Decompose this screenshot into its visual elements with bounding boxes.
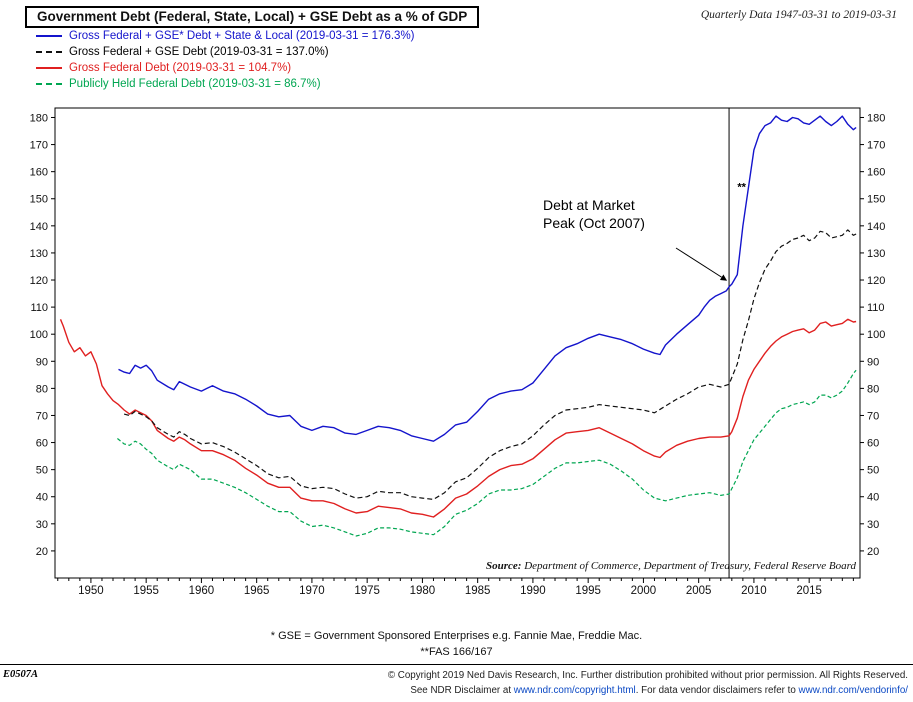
x-tick-label: 1975 — [354, 585, 380, 597]
x-tick-label: 1970 — [299, 585, 325, 597]
y-tick-label: 80 — [36, 383, 48, 395]
y-tick-label: 30 — [867, 519, 879, 531]
x-tick-label: 2005 — [686, 585, 712, 597]
y-tick-label: 30 — [36, 519, 48, 531]
y-tick-label: 150 — [30, 194, 48, 206]
x-tick-label: 2010 — [741, 585, 767, 597]
y-tick-label: 90 — [867, 356, 879, 368]
x-axis: 1950 1955 1960 1965 1970 1975 1980 1985 1990 1995… — [57, 578, 854, 597]
x-tick-label: 1985 — [465, 585, 491, 597]
legend-label: Gross Federal Debt (2019-03-31 = 104.7%) — [69, 62, 292, 74]
y-tick-label: 180 — [30, 112, 48, 124]
plot-border — [54, 107, 861, 579]
legend-item: Gross Federal + GSE Debt (2019-03-31 = 1… — [36, 44, 415, 60]
footnote-fas: **FAS 166/167 — [420, 646, 493, 658]
y-tick-label: 100 — [30, 329, 48, 341]
legend-label: Publicly Held Federal Debt (2019-03-31 =… — [69, 78, 321, 90]
footer: E0507A © Copyright 2019 Ned Davis Resear… — [0, 664, 913, 702]
y-tick-label: 180 — [867, 112, 885, 124]
copyright-link[interactable]: www.ndr.com/copyright.html — [513, 685, 636, 696]
x-tick-label: 1980 — [410, 585, 436, 597]
page-title: Government Debt (Federal, State, Local) … — [25, 6, 480, 28]
y-tick-label: 20 — [36, 546, 48, 558]
y-axis: 20 20 30 30 40 40 50 50 60 60 70 70 80 80 90 90 100 100 11… — [30, 112, 886, 557]
disclaimer-line: See NDR Disclaimer at www.ndr.com/copyri… — [388, 683, 908, 698]
legend-line-sample-icon — [36, 83, 62, 85]
y-tick-label: 170 — [867, 140, 885, 152]
y-tick-label: 110 — [30, 302, 48, 314]
source-text: Source: Department of Commerce, Departme… — [486, 560, 856, 572]
y-tick-label: 40 — [867, 492, 879, 504]
x-tick-label: 1990 — [520, 585, 546, 597]
y-tick-label: 60 — [867, 438, 879, 450]
series-gross-federal — [59, 318, 857, 518]
series-publicly-held-federal — [117, 369, 857, 537]
footnote-gse: * GSE = Government Sponsored Enterprises… — [270, 630, 643, 642]
legend-label: Gross Federal + GSE Debt (2019-03-31 = 1… — [69, 46, 329, 58]
x-tick-label: 2000 — [631, 585, 657, 597]
legend-item: Gross Federal + GSE* Debt + State & Loca… — [36, 28, 415, 44]
series-total-with-state-local — [118, 115, 857, 442]
y-tick-label: 140 — [30, 221, 48, 233]
legend-line-sample-icon — [36, 51, 62, 53]
legend-line-sample-icon — [36, 35, 62, 37]
y-tick-label: 120 — [30, 275, 48, 287]
y-tick-label: 100 — [867, 329, 885, 341]
y-tick-label: 160 — [867, 167, 885, 179]
x-tick-label: 1950 — [78, 585, 104, 597]
x-tick-label: 2015 — [796, 585, 822, 597]
legend-label: Gross Federal + GSE* Debt + State & Loca… — [69, 30, 415, 42]
y-tick-label: 50 — [867, 465, 879, 477]
y-tick-label: 40 — [36, 492, 48, 504]
legend-line-sample-icon — [36, 67, 62, 69]
y-tick-label: 130 — [30, 248, 48, 260]
debt-chart: 20 20 30 30 40 40 50 50 60 60 70 70 80 80 90 90 100 100 11… — [0, 96, 913, 601]
x-tick-label: 1955 — [133, 585, 159, 597]
y-tick-label: 150 — [867, 194, 885, 206]
annotation-arrow-icon — [675, 247, 728, 281]
fas-footnote-marker: ** — [737, 182, 746, 194]
y-tick-label: 170 — [30, 140, 48, 152]
y-tick-label: 140 — [867, 221, 885, 233]
y-tick-label: 110 — [867, 302, 885, 314]
y-tick-label: 80 — [867, 383, 879, 395]
legend-item: Publicly Held Federal Debt (2019-03-31 =… — [36, 76, 415, 92]
y-tick-label: 90 — [36, 356, 48, 368]
market-peak-annotation: Debt at Market Peak (Oct 2007) — [543, 197, 645, 231]
y-tick-label: 70 — [36, 410, 48, 422]
x-tick-label: 1995 — [575, 585, 601, 597]
vendorinfo-link[interactable]: www.ndr.com/vendorinfo/ — [798, 685, 908, 696]
y-tick-label: 70 — [867, 410, 879, 422]
copyright-line: © Copyright 2019 Ned Davis Research, Inc… — [387, 670, 908, 681]
chart-id: E0507A — [3, 669, 39, 680]
legend-item: Gross Federal Debt (2019-03-31 = 104.7%) — [36, 60, 415, 76]
disclaimer-mid: . For data vendor disclaimers refer to — [635, 685, 799, 696]
x-tick-label: 1965 — [244, 585, 270, 597]
y-tick-label: 120 — [867, 275, 885, 287]
y-tick-label: 160 — [30, 167, 48, 179]
y-tick-label: 20 — [867, 546, 879, 558]
series-federal-plus-gse — [123, 229, 857, 500]
y-tick-label: 130 — [867, 248, 885, 260]
chart-canvas: 20 20 30 30 40 40 50 50 60 60 70 70 80 80 90 90 100 100 11… — [30, 107, 886, 597]
y-tick-label: 60 — [36, 438, 48, 450]
footnotes: * GSE = Government Sponsored Enterprises… — [0, 628, 913, 660]
disclaimer-prefix: See NDR Disclaimer at — [410, 685, 514, 696]
copyright-block: © Copyright 2019 Ned Davis Research, Inc… — [388, 668, 908, 698]
x-tick-label: 1960 — [189, 585, 215, 597]
y-tick-label: 50 — [36, 465, 48, 477]
legend: Gross Federal + GSE* Debt + State & Loca… — [36, 28, 415, 92]
date-range-label: Quarterly Data 1947-03-31 to 2019-03-31 — [700, 9, 897, 21]
